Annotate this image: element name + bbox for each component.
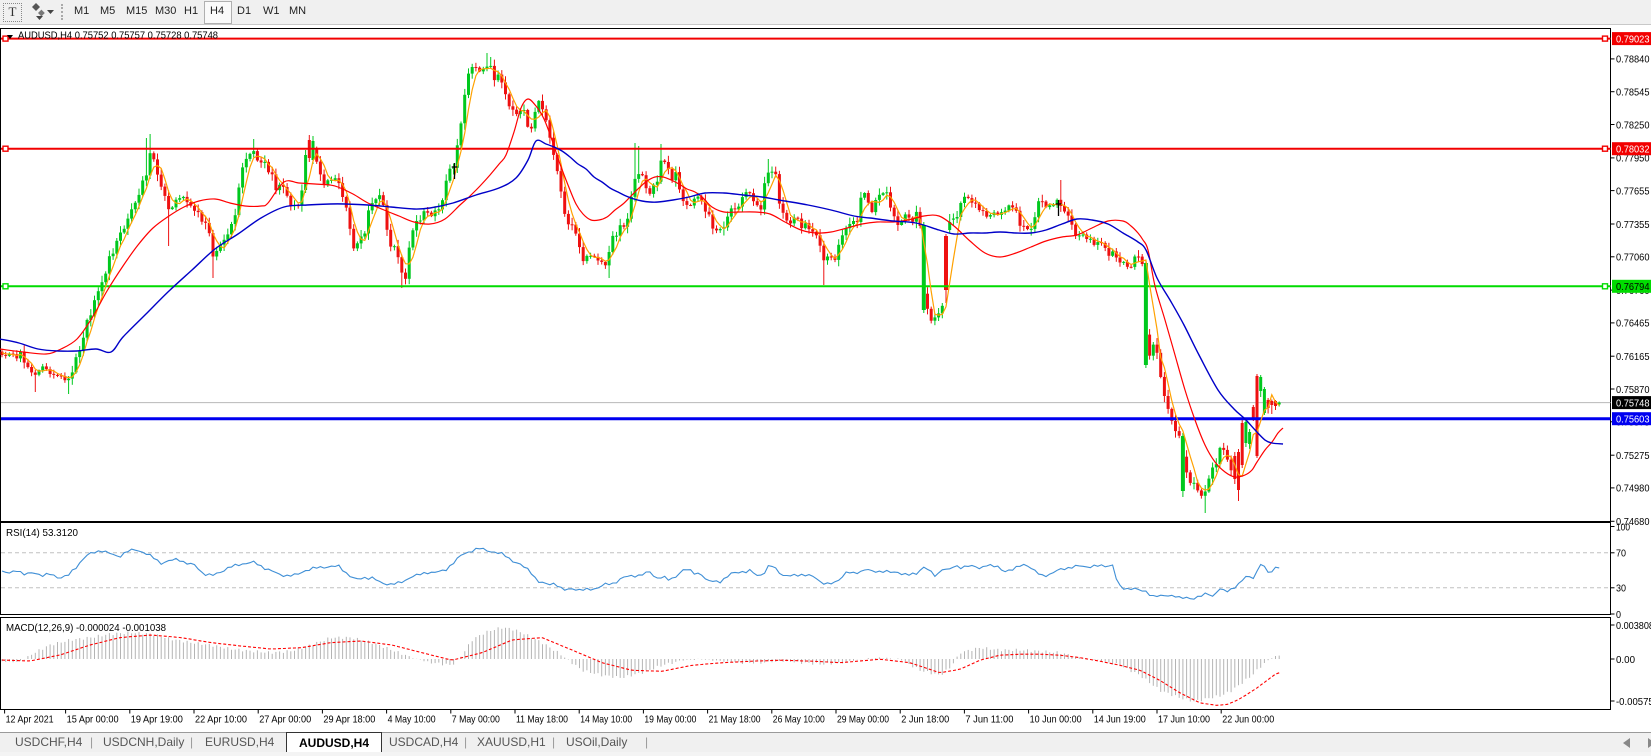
svg-text:0.75870: 0.75870 [1616, 384, 1650, 396]
svg-text:70: 70 [1616, 548, 1626, 560]
svg-text:0.76165: 0.76165 [1616, 351, 1650, 363]
svg-text:22 Apr 10:00: 22 Apr 10:00 [195, 714, 247, 726]
svg-text:100: 100 [1616, 521, 1630, 533]
svg-text:RSI(14) 53.3120: RSI(14) 53.3120 [6, 527, 78, 539]
svg-text:19 Apr 19:00: 19 Apr 19:00 [131, 714, 183, 726]
svg-text:AUDUSD,H4 0.75752 0.75757 0.7: AUDUSD,H4 0.75752 0.75757 0.75728 0.7574… [18, 30, 218, 42]
svg-text:21 May 18:00: 21 May 18:00 [709, 714, 761, 726]
svg-text:30: 30 [1616, 583, 1626, 595]
svg-text:0.003808: 0.003808 [1616, 620, 1651, 632]
svg-text:0.74980: 0.74980 [1616, 483, 1650, 495]
svg-text:10 Jun 00:00: 10 Jun 00:00 [1030, 714, 1082, 726]
svg-text:0.76794: 0.76794 [1616, 281, 1650, 293]
svg-text:19 May 00:00: 19 May 00:00 [644, 714, 696, 726]
svg-text:17 Jun 10:00: 17 Jun 10:00 [1158, 714, 1210, 726]
svg-text:11 May 18:00: 11 May 18:00 [516, 714, 568, 726]
svg-text:0.75603: 0.75603 [1616, 414, 1650, 426]
svg-text:14 May 10:00: 14 May 10:00 [580, 714, 632, 726]
svg-text:0.00: 0.00 [1616, 654, 1635, 666]
svg-text:0.78545: 0.78545 [1616, 87, 1650, 99]
svg-text:0.75275: 0.75275 [1616, 450, 1650, 462]
svg-text:22 Jun 00:00: 22 Jun 00:00 [1222, 714, 1274, 726]
svg-text:29 Apr 18:00: 29 Apr 18:00 [323, 714, 375, 726]
svg-text:26 May 10:00: 26 May 10:00 [773, 714, 825, 726]
svg-text:0.76465: 0.76465 [1616, 318, 1650, 330]
svg-text:0.74680: 0.74680 [1616, 516, 1650, 528]
svg-text:15 Apr 00:00: 15 Apr 00:00 [67, 714, 119, 726]
svg-text:0.79023: 0.79023 [1616, 33, 1650, 45]
svg-text:29 May 00:00: 29 May 00:00 [837, 714, 889, 726]
svg-text:0.78840: 0.78840 [1616, 54, 1650, 66]
svg-text:0.75748: 0.75748 [1616, 397, 1650, 409]
svg-text:7 Jun 11:00: 7 Jun 11:00 [965, 714, 1013, 726]
svg-text:2 Jun 18:00: 2 Jun 18:00 [901, 714, 949, 726]
svg-text:12 Apr 2021: 12 Apr 2021 [6, 714, 54, 726]
svg-text:0.77355: 0.77355 [1616, 219, 1650, 231]
svg-text:4 May 10:00: 4 May 10:00 [388, 714, 436, 726]
svg-text:14 Jun 19:00: 14 Jun 19:00 [1094, 714, 1146, 726]
svg-text:0: 0 [1616, 609, 1621, 621]
svg-text:0.77950: 0.77950 [1616, 153, 1650, 165]
svg-text:27 Apr 00:00: 27 Apr 00:00 [259, 714, 311, 726]
svg-text:MACD(12,26,9) -0.000024 -0.001: MACD(12,26,9) -0.000024 -0.001038 [6, 622, 166, 634]
svg-text:0.78250: 0.78250 [1616, 119, 1650, 131]
svg-text:0.77655: 0.77655 [1616, 185, 1650, 197]
svg-text:7 May 00:00: 7 May 00:00 [452, 714, 500, 726]
svg-text:0.78032: 0.78032 [1616, 144, 1650, 156]
svg-text:-0.005750: -0.005750 [1616, 696, 1651, 708]
svg-text:0.77060: 0.77060 [1616, 252, 1650, 264]
